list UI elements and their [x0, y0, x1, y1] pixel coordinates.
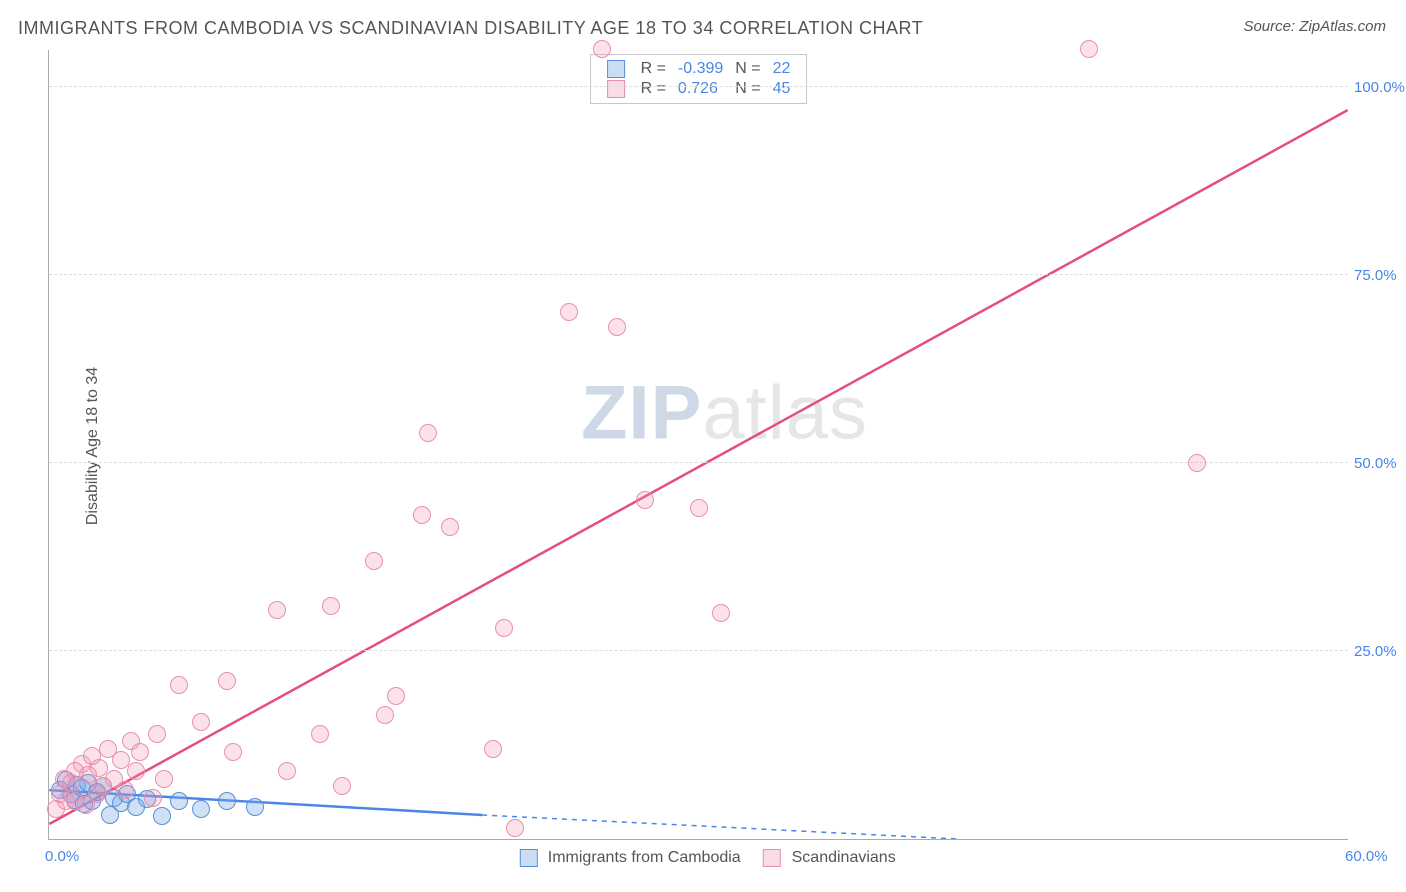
data-point	[376, 706, 394, 724]
data-point	[170, 676, 188, 694]
series-legend: Immigrants from Cambodia Scandinavians	[501, 849, 895, 867]
legend-row-blue: R = -0.399 N = 22	[601, 59, 797, 79]
gridline	[49, 86, 1348, 87]
data-point	[1080, 40, 1098, 58]
y-tick-label: 50.0%	[1354, 455, 1404, 472]
data-point	[441, 518, 459, 536]
x-tick-label: 60.0%	[1345, 848, 1388, 865]
data-point	[144, 789, 162, 807]
data-point	[712, 604, 730, 622]
y-tick-label: 25.0%	[1354, 643, 1404, 660]
data-point	[192, 713, 210, 731]
gridline	[49, 650, 1348, 651]
data-point	[484, 740, 502, 758]
swatch-blue-icon	[607, 60, 625, 78]
data-point	[608, 318, 626, 336]
data-point	[246, 798, 264, 816]
data-point	[218, 792, 236, 810]
watermark: ZIPatlas	[581, 369, 868, 456]
source-attribution: Source: ZipAtlas.com	[1243, 18, 1386, 35]
data-point	[333, 777, 351, 795]
data-point	[155, 770, 173, 788]
data-point	[495, 619, 513, 637]
data-point	[419, 424, 437, 442]
data-point	[116, 781, 134, 799]
correlation-legend: R = -0.399 N = 22 R = 0.726 N = 45	[590, 54, 808, 104]
swatch-pink-icon	[763, 849, 781, 867]
legend-label: Immigrants from Cambodia	[548, 849, 741, 866]
data-point	[153, 807, 171, 825]
trend-lines	[49, 50, 1348, 839]
gridline	[49, 274, 1348, 275]
data-point	[170, 792, 188, 810]
data-point	[413, 506, 431, 524]
swatch-blue-icon	[519, 849, 537, 867]
data-point	[387, 687, 405, 705]
data-point	[131, 743, 149, 761]
data-point	[690, 499, 708, 517]
chart-title: IMMIGRANTS FROM CAMBODIA VS SCANDINAVIAN…	[18, 18, 923, 39]
data-point	[311, 725, 329, 743]
data-point	[224, 743, 242, 761]
data-point	[268, 601, 286, 619]
data-point	[192, 800, 210, 818]
y-tick-label: 100.0%	[1354, 79, 1404, 96]
legend-label: Scandinavians	[792, 849, 896, 866]
legend-row-pink: R = 0.726 N = 45	[601, 79, 797, 99]
data-point	[127, 762, 145, 780]
gridline	[49, 462, 1348, 463]
x-tick-label: 0.0%	[45, 848, 79, 865]
data-point	[506, 819, 524, 837]
swatch-pink-icon	[607, 80, 625, 98]
data-point	[365, 552, 383, 570]
y-tick-label: 75.0%	[1354, 267, 1404, 284]
data-point	[560, 303, 578, 321]
data-point	[218, 672, 236, 690]
data-point	[278, 762, 296, 780]
data-point	[1188, 454, 1206, 472]
data-point	[322, 597, 340, 615]
data-point	[593, 40, 611, 58]
data-point	[636, 491, 654, 509]
scatter-plot-area: ZIPatlas R = -0.399 N = 22 R = 0.726 N =…	[48, 50, 1348, 840]
data-point	[148, 725, 166, 743]
